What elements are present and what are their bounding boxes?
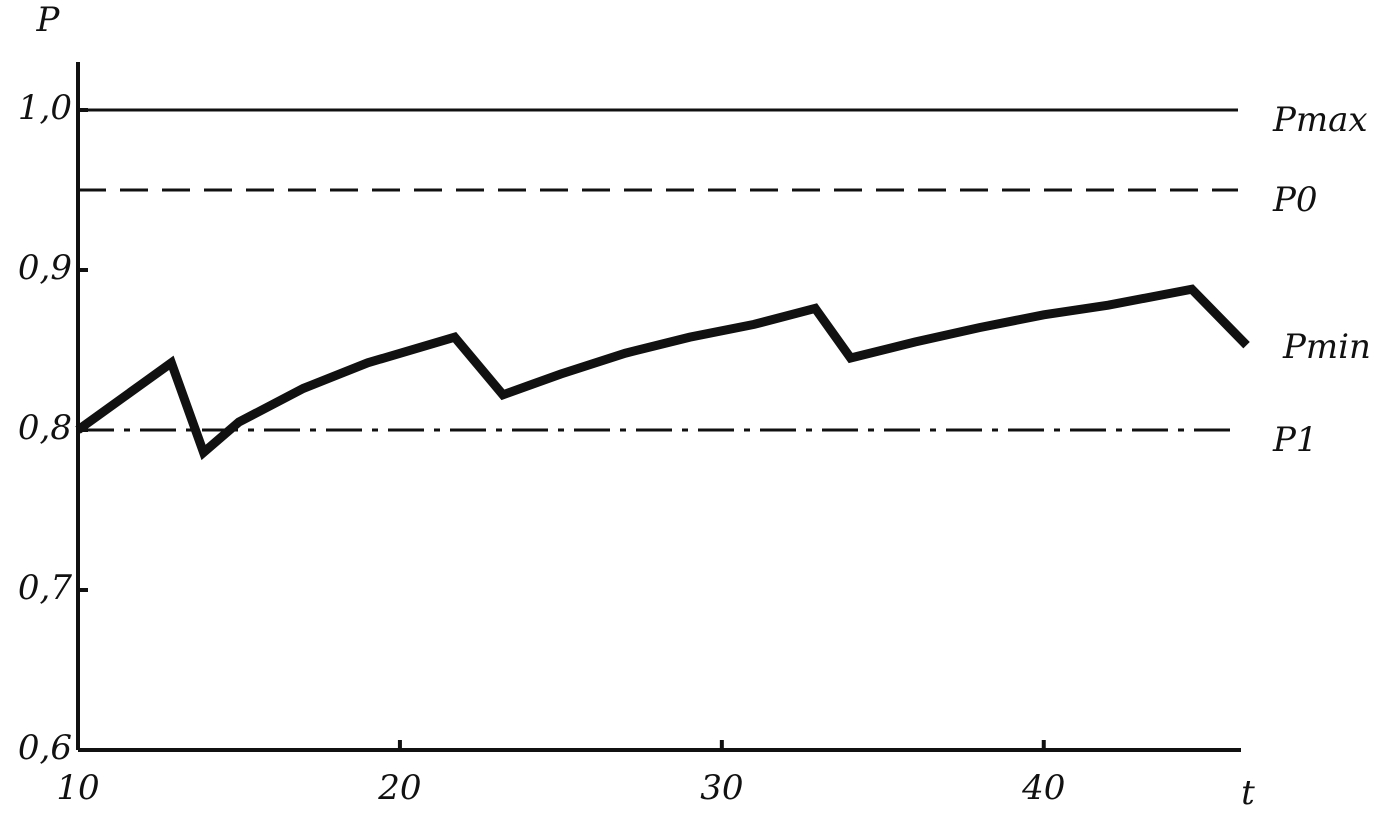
reference-line-label: P0 [1272, 180, 1318, 220]
reference-line-label: P1 [1272, 420, 1318, 460]
y-tick-label: 0,6 [18, 728, 72, 768]
reference-line-label: Pmax [1272, 100, 1368, 140]
x-axis-label: t [1241, 773, 1255, 813]
x-tick-label: 10 [56, 768, 99, 808]
y-tick-label: 0,8 [18, 408, 72, 448]
y-axis-label: P [36, 0, 61, 40]
x-tick-label: 40 [1021, 768, 1065, 808]
y-tick-label: 0,7 [18, 568, 72, 608]
series-label: Pmin [1282, 327, 1371, 367]
data-line [75, 284, 1250, 461]
y-tick-label: 1,0 [18, 88, 72, 128]
x-tick-label: 30 [700, 768, 743, 808]
x-tick-label: 20 [377, 768, 421, 808]
y-tick-label: 0,9 [18, 248, 72, 288]
